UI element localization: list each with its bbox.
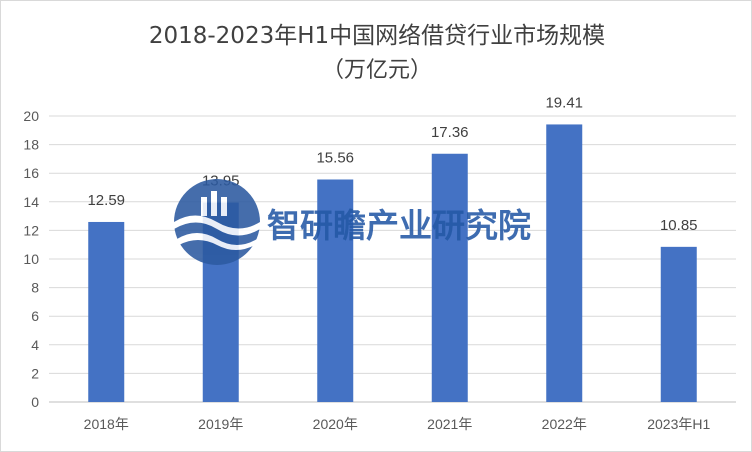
gridlines [49,115,736,403]
x-tick-label: 2021年 [427,416,472,432]
y-tick-label: 6 [31,308,39,324]
watermark-text: 智研瞻产业研究院 [267,206,531,245]
watermark: 智研瞻产业研究院 [174,179,531,265]
y-tick-label: 10 [23,251,39,267]
data-label: 17.36 [431,124,469,141]
chart-title: 2018-2023年H1中国网络借贷行业市场规模 [149,23,605,49]
data-label: 15.56 [316,149,354,166]
y-tick-label: 0 [31,394,39,410]
y-axis: 0 2 4 6 8 10 12 14 16 18 20 [23,108,39,410]
y-tick-label: 20 [23,108,39,124]
x-axis: 2018年 2019年 2020年 2021年 2022年 2023年H1 [84,416,711,432]
y-tick-label: 12 [23,222,39,238]
data-label: 19.41 [545,94,583,111]
x-tick-label: 2019年 [198,416,243,432]
data-label: 12.59 [87,192,125,209]
bars [88,124,697,402]
data-label: 10.85 [660,217,698,234]
bar-3 [431,153,468,402]
bar-4 [546,124,583,402]
bar-2 [317,179,354,402]
y-tick-label: 2 [31,365,39,381]
bar-5 [660,246,697,402]
bar-0 [88,221,125,402]
y-tick-label: 8 [31,280,39,296]
y-tick-label: 16 [23,165,39,181]
chart-subtitle: （万亿元） [322,58,432,83]
y-tick-label: 18 [23,137,39,153]
wave-logo-icon [174,179,260,265]
x-tick-label: 2020年 [313,416,358,432]
x-tick-label: 2023年H1 [647,416,710,432]
y-tick-label: 14 [23,194,39,210]
x-tick-label: 2018年 [84,416,129,432]
y-tick-label: 4 [31,337,39,353]
x-tick-label: 2022年 [542,416,587,432]
